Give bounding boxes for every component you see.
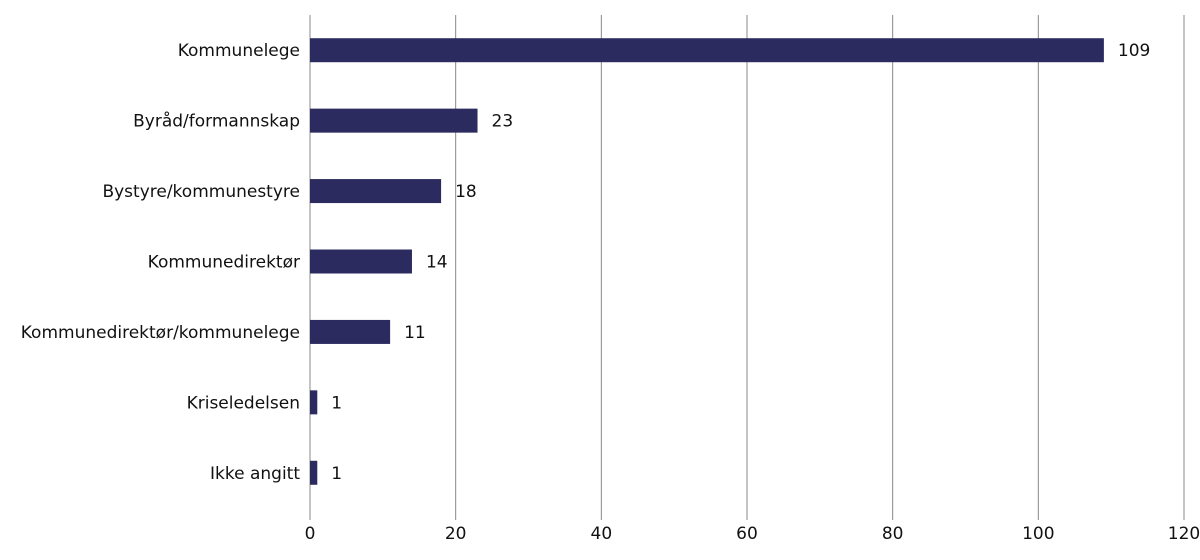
bar xyxy=(310,460,318,485)
y-tick-label: Kommunedirektør/kommunelege xyxy=(21,323,300,343)
y-tick-label: Ikke angitt xyxy=(210,464,300,484)
value-label: 11 xyxy=(404,323,426,343)
x-tick-label: 120 xyxy=(1168,524,1200,544)
value-label: 109 xyxy=(1118,41,1150,61)
x-tick-label: 60 xyxy=(736,524,758,544)
value-label: 18 xyxy=(455,182,477,202)
bar xyxy=(310,108,478,133)
value-label: 14 xyxy=(426,253,448,273)
x-tick-label: 0 xyxy=(305,524,316,544)
y-tick-label: Kommunedirektør xyxy=(148,253,300,273)
y-tick-label: Bystyre/kommunestyre xyxy=(102,182,300,202)
y-tick-label: Kriseledelsen xyxy=(187,393,300,413)
value-label: 1 xyxy=(331,464,342,484)
value-label: 23 xyxy=(492,112,514,132)
bar xyxy=(310,179,442,204)
y-tick-label: Byråd/formannskap xyxy=(133,111,300,132)
bar xyxy=(310,319,391,344)
x-tick-label: 80 xyxy=(882,524,904,544)
x-tick-label: 40 xyxy=(591,524,613,544)
y-tick-label: Kommunelege xyxy=(178,41,300,61)
bar xyxy=(310,38,1104,63)
x-tick-label: 20 xyxy=(445,524,467,544)
bar xyxy=(310,249,412,274)
x-tick-label: 100 xyxy=(1022,524,1054,544)
value-label: 1 xyxy=(331,393,342,413)
bar xyxy=(310,390,318,415)
